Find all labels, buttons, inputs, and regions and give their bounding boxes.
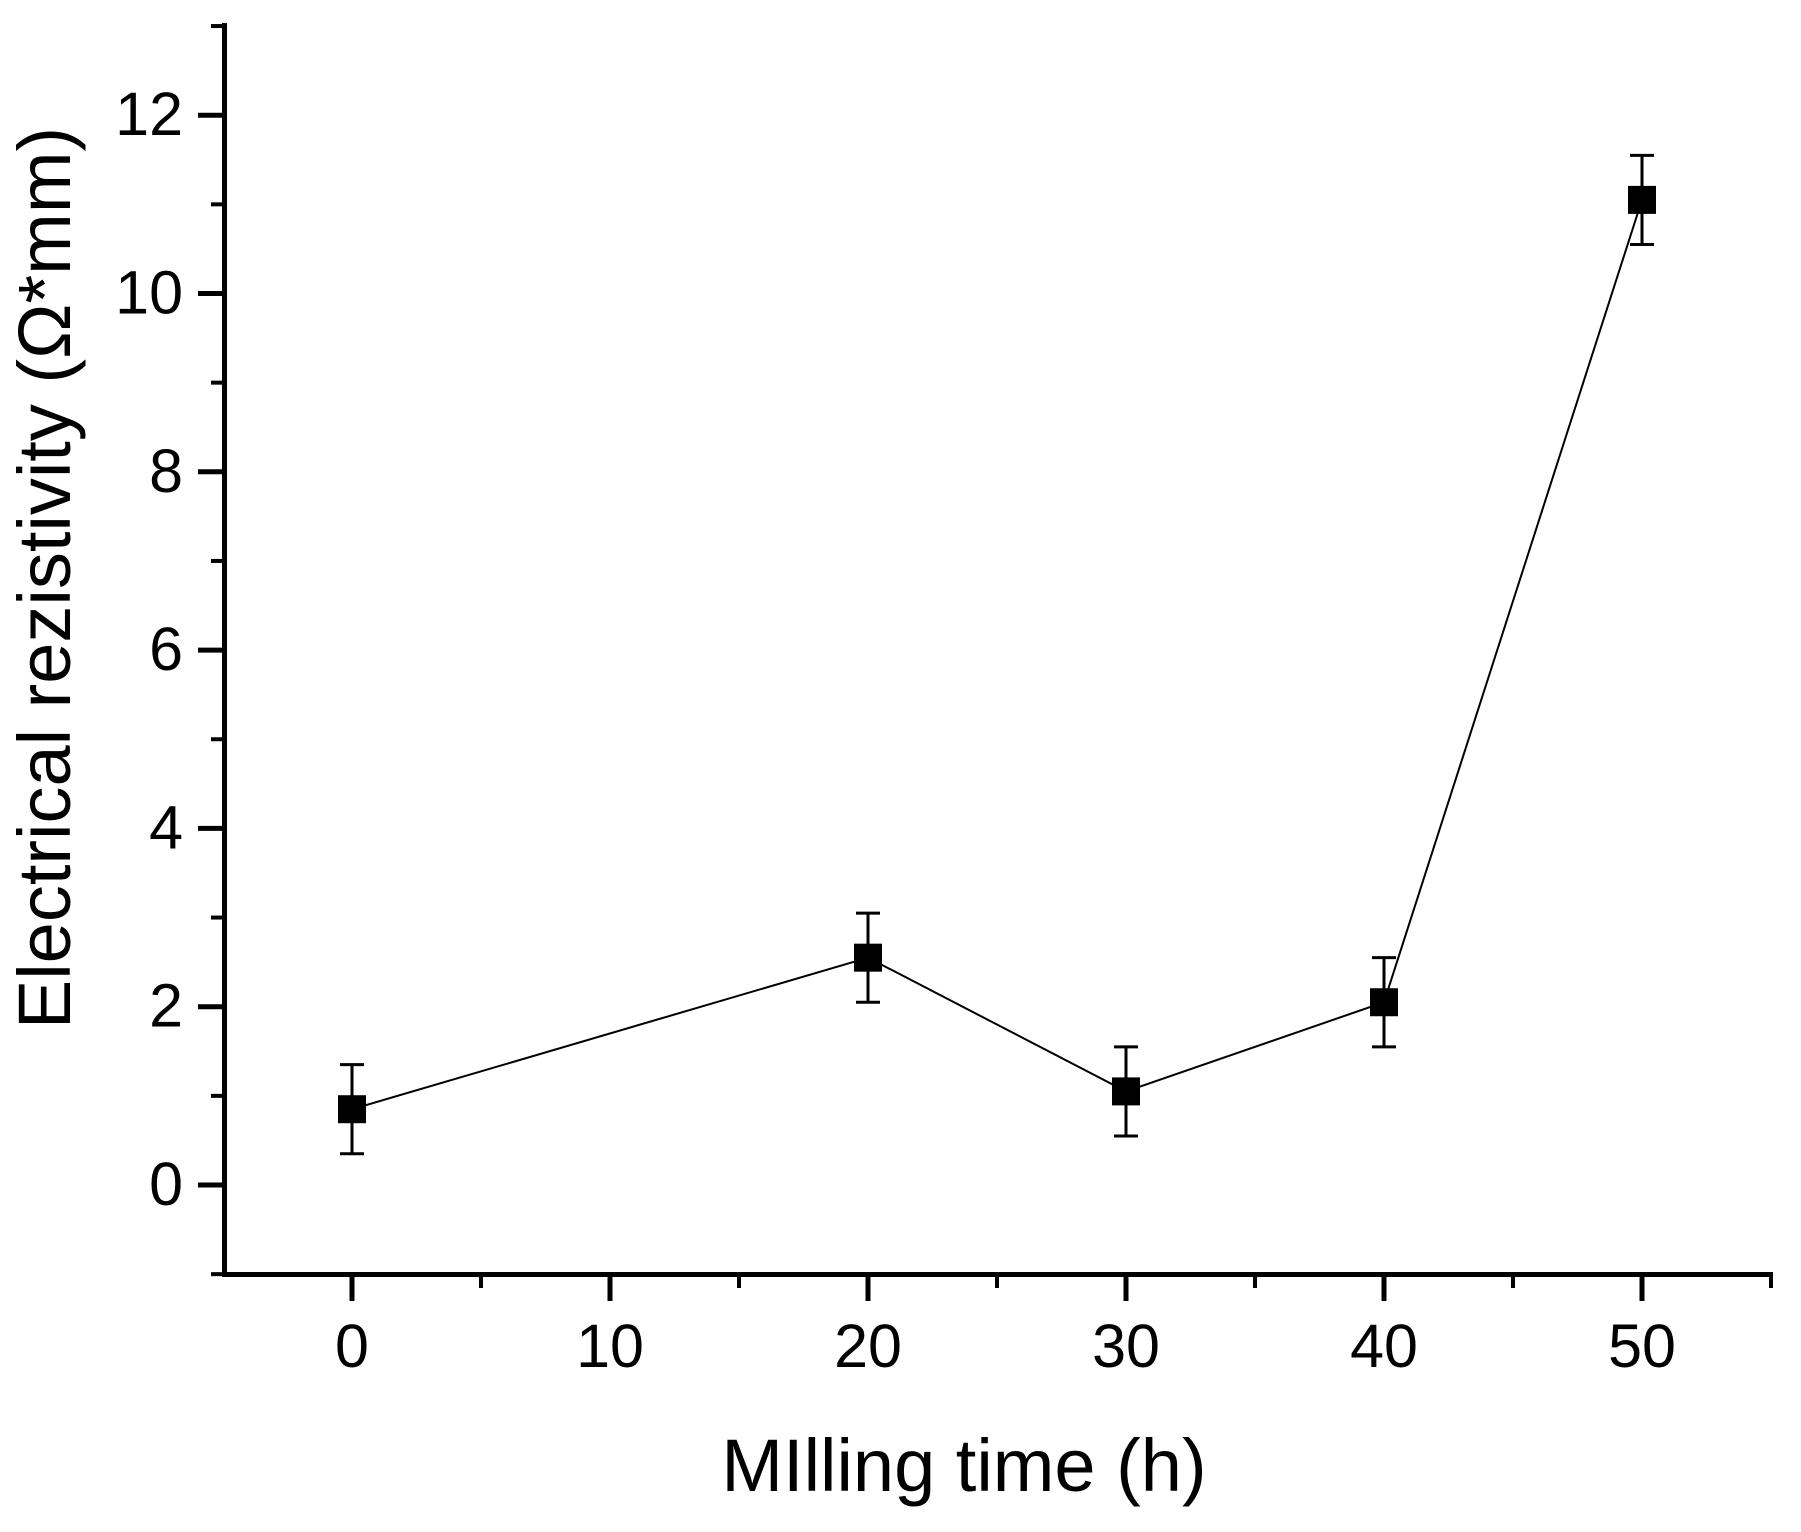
x-axis-title: MIlling time (h)	[721, 1424, 1206, 1507]
x-tick-label: 30	[1092, 1312, 1160, 1380]
x-tick-label: 0	[335, 1312, 369, 1380]
y-tick-label: 8	[149, 437, 183, 505]
x-tick-label: 20	[834, 1312, 902, 1380]
y-tick-label: 2	[149, 972, 183, 1040]
axes-layer: 0 10 20 30 40 50 0 2 4 6 8 10 12	[115, 23, 1773, 1380]
x-tick-label: 40	[1350, 1312, 1418, 1380]
y-tick-label: 10	[115, 259, 183, 327]
data-point-marker	[1370, 988, 1398, 1017]
y-tick-label: 0	[149, 1150, 183, 1218]
y-tick-label: 4	[149, 793, 183, 861]
data-point-marker	[1112, 1077, 1140, 1106]
data-point-marker	[338, 1095, 366, 1124]
data-point-marker	[1628, 185, 1656, 214]
y-axis-title: Electrical rezistivity (Ω*mm)	[3, 127, 86, 1029]
series-line	[351, 199, 1643, 1111]
series-layer	[338, 153, 1656, 1156]
x-tick-label: 10	[576, 1312, 644, 1380]
data-point-marker	[854, 943, 882, 972]
y-tick-label: 12	[115, 80, 183, 148]
x-tick-label: 50	[1608, 1312, 1676, 1380]
y-tick-label: 6	[149, 615, 183, 683]
